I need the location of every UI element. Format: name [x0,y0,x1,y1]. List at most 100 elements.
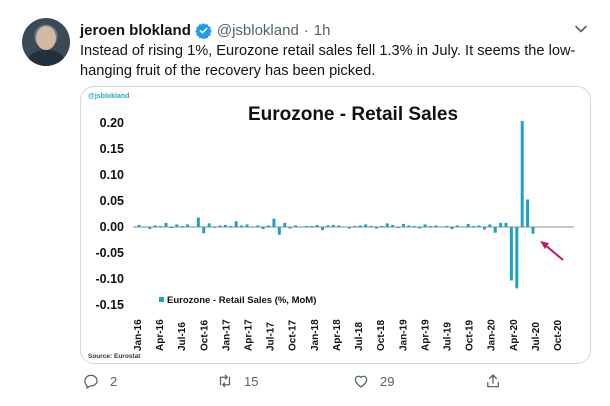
y-tick-label: -0.05 [96,246,125,260]
chart-bar [337,225,341,227]
chart-bar [169,227,173,229]
chart-bar [520,120,524,227]
x-tick-label: Oct-19 [465,319,476,351]
tweet-header: jeroen blokland @jsblokland · 1h [80,19,330,41]
y-tick-label: 0.05 [100,194,124,208]
chart-bar [331,224,335,227]
x-tick-label: Jul-18 [354,322,365,351]
reply-count: 2 [110,373,118,389]
chart-bar [229,225,233,227]
chart-bar [299,226,303,228]
chart-bar [153,225,157,227]
like-count: 29 [380,373,395,389]
chart-bar [277,227,281,235]
chart-bar [321,227,324,231]
chart-bar [180,225,184,227]
chart-bar [196,217,200,227]
chart-bar [428,225,432,227]
author-handle[interactable]: @jsblokland [216,21,299,39]
chart-bar [526,199,530,227]
x-tick-label: Apr-16 [155,319,166,351]
chart-bar [509,227,513,281]
y-tick-label: -0.15 [96,298,125,312]
chart-bar [267,225,271,227]
chart-bar [310,225,314,227]
x-tick-label: Apr-17 [244,319,255,351]
retweet-button[interactable]: 15 [216,368,258,394]
y-tick-label: -0.10 [96,272,125,286]
x-tick-label: Jan-20 [487,319,498,351]
chart-bar [261,227,265,230]
chart-bar [407,225,411,227]
chart-bar [175,224,179,227]
chart-bar [445,225,449,227]
chart-bar [186,224,190,227]
avatar[interactable] [22,18,70,66]
reply-button[interactable]: 2 [82,368,117,394]
chart-bar [137,224,141,227]
legend-label: Eurozone - Retail Sales (%, MoM) [167,295,316,306]
chart-bar [412,225,416,227]
chart-bar [477,225,481,227]
chart-image[interactable]: @jsblokland Eurozone - Retail Sales 0.20 0.… [80,86,591,364]
x-tick-label: Jan-19 [398,319,409,351]
share-icon [487,374,499,388]
chart-bar [159,225,163,227]
chart-bar [213,227,217,228]
chart-bar [455,225,459,227]
chart-bar [207,223,211,227]
chart-bar [423,224,427,227]
x-tick-label: Jan-18 [310,319,321,351]
chart-bar [218,225,222,227]
chart-bar [353,225,357,227]
share-button[interactable] [484,368,502,394]
chart-title: Eurozone - Retail Sales [248,104,458,125]
chart-bar [380,225,384,227]
chart-bar [272,218,276,227]
chart-watermark: @jsblokland [88,93,129,100]
chart-source: Source: Eurostat [88,353,141,360]
y-tick-label: 0.15 [100,142,124,156]
chart-bar [493,227,497,233]
chart-bar [250,226,254,228]
chart-bar [499,222,503,227]
chart-bar [202,227,206,234]
tweet-timestamp[interactable]: 1h [313,21,331,39]
x-tick-label: Oct-20 [553,319,564,351]
chart-bar [283,222,287,227]
legend-swatch [159,297,164,302]
chevron-down-icon[interactable] [574,22,588,36]
tweet-text: Instead of rising 1%, Eurozone retail sa… [80,43,576,79]
chart-bar [148,227,152,230]
chart-bar [191,226,195,228]
chart-bar [358,225,362,227]
y-tick-label: 0.10 [100,168,124,182]
chart-bar [391,224,395,227]
chart-bar [482,227,486,230]
annotation-arrow [543,243,564,261]
avatar-body [28,50,64,66]
tweet-actions: 2 15 29 [80,368,580,394]
x-tick-label: Apr-20 [509,319,520,351]
like-button[interactable]: 29 [352,368,394,394]
chart-bar [342,226,346,228]
chart-bar [256,225,260,227]
chart-bar [385,223,389,227]
chart-bar [223,224,227,227]
chart-bar [288,227,292,229]
chart-bar [234,221,238,227]
chart-bar [531,227,535,234]
author-name[interactable]: jeroen blokland [80,21,191,39]
avatar-face [36,26,56,50]
x-tick-label: Jul-16 [177,322,188,351]
x-tick-label: Jan-17 [221,319,232,351]
chart-bar [472,225,476,227]
x-tick-label: Jul-20 [531,322,542,351]
x-tick-label: Apr-18 [332,319,343,351]
x-tick-label: Oct-18 [376,319,387,351]
chart-bar [434,225,438,227]
x-tick-label: Jul-19 [443,322,454,351]
chart-bar [348,227,351,229]
x-tick-label: Apr-19 [420,319,431,351]
